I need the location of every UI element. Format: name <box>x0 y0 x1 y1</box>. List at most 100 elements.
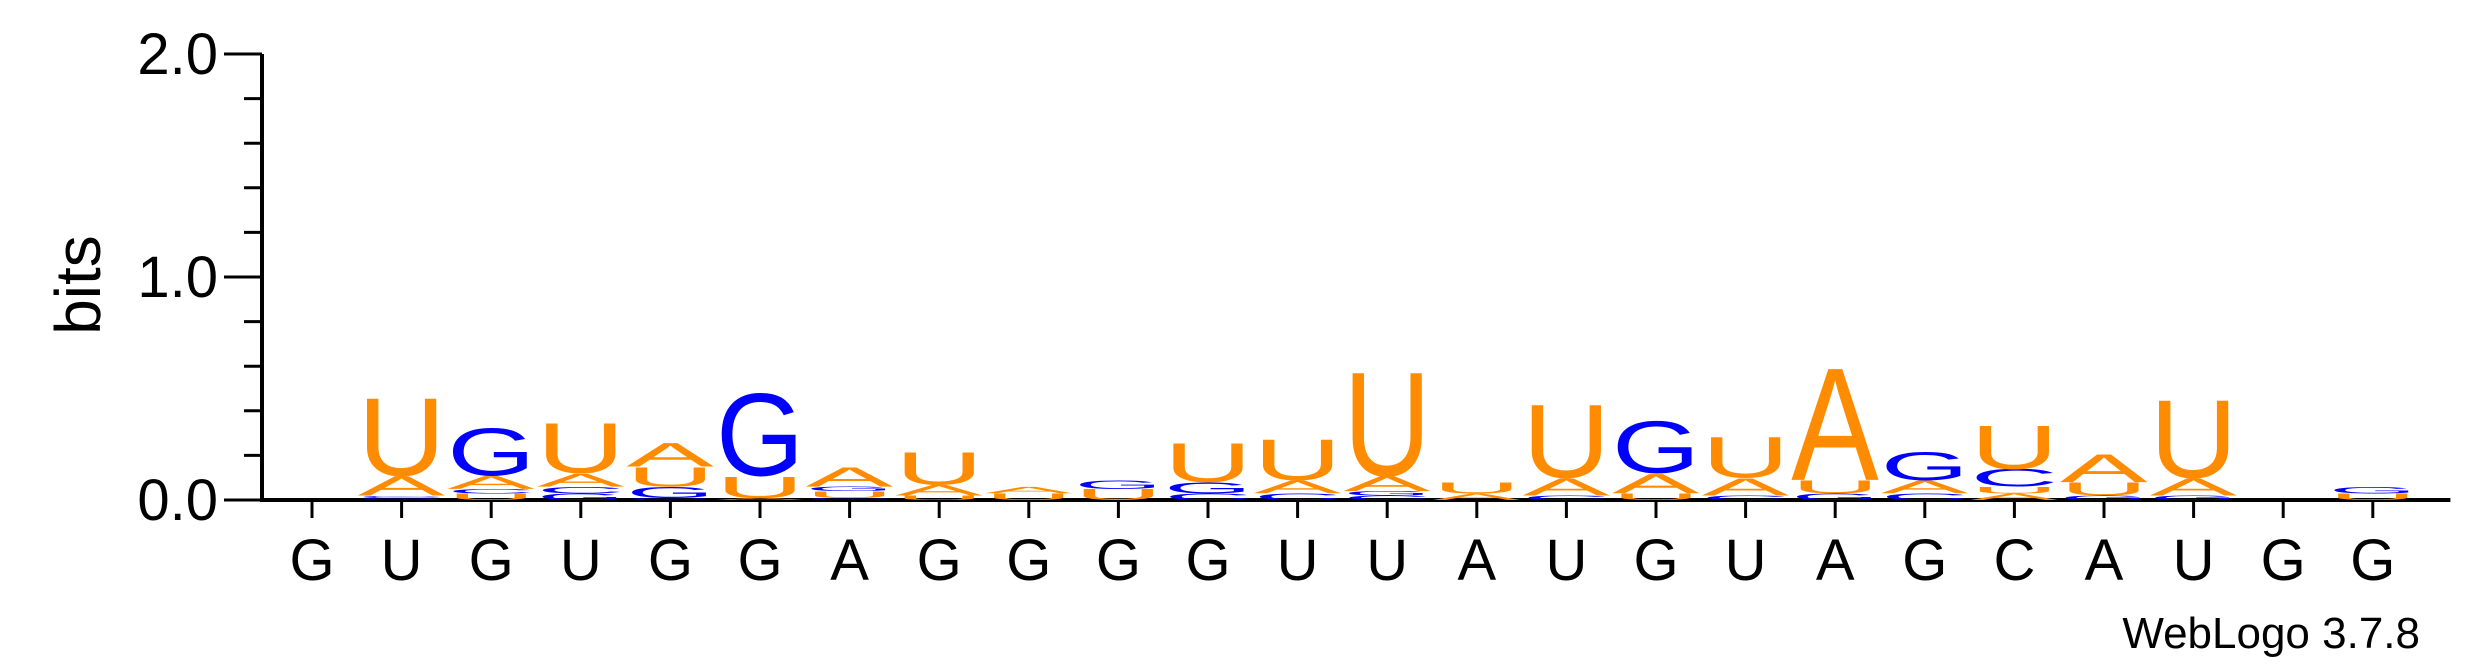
logo-letter-C: C <box>447 488 535 495</box>
logo-letter-A: A <box>1254 476 1342 497</box>
y-axis-label: bits <box>42 235 114 335</box>
logo-letter-G: G <box>1612 406 1700 489</box>
x-tick-label: G <box>1185 528 1230 593</box>
logo-letter-U: U <box>1791 477 1879 498</box>
logo-letter-C: C <box>358 495 446 498</box>
x-tick-label: U <box>560 528 602 593</box>
logo-letter-G: G <box>716 370 804 501</box>
logo-letter-A: A <box>1612 468 1701 499</box>
x-tick-label: G <box>648 528 693 593</box>
logo-letter-A: A <box>1522 473 1610 501</box>
logo-letter-U: U <box>1970 414 2058 483</box>
logo-letter-U: U <box>1612 492 1700 502</box>
x-tick-label: U <box>1545 528 1587 593</box>
x-tick-label: G <box>2261 528 2306 593</box>
logo-letter-U: U <box>1074 486 1162 503</box>
y-tick-label: 1.0 <box>137 245 218 310</box>
logo-letter-A: A <box>985 485 1073 495</box>
x-tick-label: A <box>2085 528 2124 593</box>
x-tick-label: G <box>917 528 962 593</box>
logo-letter-C: C <box>1164 492 1252 502</box>
logo-letter-G: G <box>447 413 535 490</box>
logo-letter-U: U <box>895 443 983 495</box>
logo-letter-U: U <box>626 461 714 492</box>
axis-layer: 0.0 1.0 2.0 <box>137 22 2451 533</box>
logo-letter-A: A <box>895 481 983 498</box>
logo-letter-U: U <box>537 410 625 489</box>
logo-letter-C: C <box>1254 492 1342 502</box>
logo-letter-G: G <box>537 492 625 502</box>
x-tick-label: G <box>2350 528 2395 593</box>
logo-letter-C: C <box>1970 464 2058 492</box>
x-tick-label: G <box>289 528 334 593</box>
logo-letter-U: U <box>895 494 983 501</box>
logo-letter-G: G <box>358 497 446 500</box>
weblogo-credit: WebLogo 3.7.8 <box>2122 609 2420 658</box>
logo-letter-A: A <box>1791 335 1879 515</box>
x-tick-label: G <box>1902 528 1947 593</box>
x-tick-label: A <box>1816 528 1855 593</box>
logo-letter-G: G <box>2329 485 2417 495</box>
x-tick-label: U <box>1366 528 1408 593</box>
logo-letter-G: G <box>1164 479 1252 496</box>
logo-letter-A: A <box>1702 473 1790 501</box>
logo-letter-G: G <box>1343 490 1431 497</box>
logo-letter-U: U <box>358 374 446 499</box>
logo-letter-U: U <box>1702 425 1790 491</box>
y-tick-label: 2.0 <box>137 22 218 87</box>
logo-letter-G: G <box>626 484 714 501</box>
logo-letter-G: G <box>2060 494 2148 501</box>
x-tick-label: U <box>1725 528 1767 593</box>
logo-letter-U: U <box>1433 479 1521 496</box>
logo-letter-U: U <box>1254 427 1342 493</box>
x-tick-label: C <box>1993 528 2035 593</box>
logo-letter-A: A <box>626 436 714 474</box>
logo-letter-G: G <box>806 485 894 492</box>
logo-letter-A: A <box>537 470 625 491</box>
logo-letter-C: C <box>626 497 714 500</box>
logo-letter-U: U <box>1343 341 1431 507</box>
y-tick-label: 0.0 <box>137 468 218 533</box>
logo-letter-U: U <box>2329 492 2417 502</box>
x-tick-label: U <box>2173 528 2215 593</box>
logo-letter-U: U <box>447 492 535 502</box>
logo-letter-A: A <box>1343 472 1431 496</box>
logo-letter-U: U <box>2060 479 2148 500</box>
x-tick-label: A <box>1457 528 1496 593</box>
x-tick-label: G <box>1096 528 1141 593</box>
x-tick-label: U <box>1277 528 1319 593</box>
logo-letter-U: U <box>2150 377 2238 502</box>
logo-letter-G: G <box>1791 492 1879 502</box>
logo-letter-G: G <box>2150 494 2238 501</box>
logo-letter-G: G <box>1074 478 1162 492</box>
logo-letter-U: U <box>1522 383 1610 500</box>
logo-letter-A: A <box>1433 492 1521 502</box>
logo-letter-A: A <box>1881 476 1969 497</box>
logo-letter-A: A <box>716 497 804 500</box>
x-tick-label: U <box>381 528 423 593</box>
x-tick-label: G <box>1006 528 1051 593</box>
logo-letter-A: A <box>806 462 895 493</box>
x-tick-label: G <box>469 528 514 593</box>
x-tick-label: A <box>830 528 869 593</box>
logo-letter-G: G <box>1881 443 1969 488</box>
logo-letter-C: C <box>806 497 894 500</box>
logo-letter-U: U <box>716 470 804 504</box>
logo-letter-A: A <box>447 472 535 493</box>
logo-letter-C: C <box>1343 494 1431 501</box>
logo-letter-A: A <box>2150 473 2238 501</box>
logo-letter-U: U <box>985 492 1073 502</box>
logo-letter-U: U <box>1970 485 2058 495</box>
logo-letter-A: A <box>2060 446 2148 491</box>
logo-letter-C: C <box>1881 492 1969 502</box>
logo-letter-C: C <box>1522 494 1610 501</box>
logo-letter-C: C <box>537 485 625 495</box>
logo-letter-U: U <box>806 489 894 499</box>
x-tick-label: G <box>737 528 782 593</box>
x-tick-label: G <box>1633 528 1678 593</box>
logo-letter-A: A <box>358 471 447 502</box>
logo-letter-U: U <box>1164 432 1252 494</box>
